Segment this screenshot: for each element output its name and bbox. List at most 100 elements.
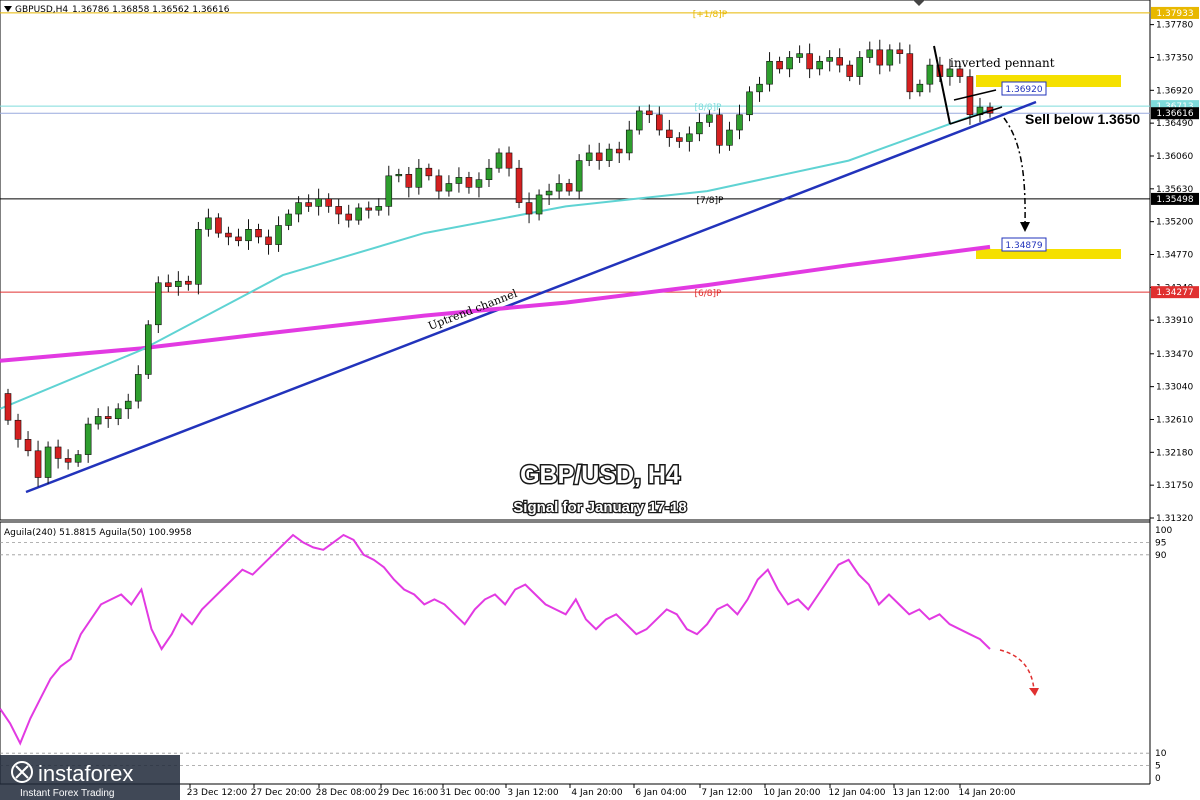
candle-body <box>696 122 703 135</box>
candle-body <box>635 110 643 131</box>
candle-body <box>435 175 443 192</box>
oscillator-tick-label: 10 <box>1155 749 1167 759</box>
candle-body <box>676 137 683 142</box>
time-tick-label: 12 Jan 04:00 <box>829 788 886 798</box>
candle-body <box>806 53 813 70</box>
candle-body <box>666 129 673 138</box>
candle-body <box>415 167 423 188</box>
watermark-brand: instaforex <box>38 761 133 786</box>
candle-body <box>916 83 924 93</box>
candle-body <box>255 229 262 238</box>
candle-body <box>335 206 342 215</box>
candle-body <box>535 194 543 215</box>
level-price-tag-plus1 <box>1151 6 1199 19</box>
upper-target-box <box>976 75 1121 87</box>
overlay-subtitle: Signal for January 17-18 <box>513 499 686 516</box>
candle-body <box>515 167 523 203</box>
candle-body <box>646 110 653 116</box>
oscillator-tick-label: 5 <box>1155 762 1161 772</box>
candle-body <box>485 167 493 180</box>
candle-body <box>555 183 563 192</box>
price-tick-label: 1.31750 <box>1156 481 1193 491</box>
candle-body <box>736 114 743 131</box>
candle-body <box>215 217 222 234</box>
level-label-six: [6/8]P <box>695 289 723 299</box>
pennant-upper-line <box>953 89 997 101</box>
time-tick-label: 27 Dec 20:00 <box>251 788 312 798</box>
candle-body <box>245 229 252 242</box>
candle-body <box>14 419 22 440</box>
price-tick-label: 1.35200 <box>1156 218 1193 228</box>
candle-body <box>455 177 463 184</box>
candle-body <box>225 232 232 238</box>
candle-body <box>926 64 934 85</box>
candle-body <box>315 198 322 207</box>
candle-body <box>395 174 403 177</box>
price-tick-label: 1.32610 <box>1156 415 1193 425</box>
candle-body <box>4 393 12 421</box>
candle-body <box>265 236 272 245</box>
candle-body <box>906 53 914 93</box>
price-tick-label: 1.32180 <box>1156 448 1193 458</box>
candle-body <box>565 183 573 192</box>
time-tick-label: 6 Jan 04:00 <box>635 788 687 798</box>
oscillator-tick-label: 95 <box>1155 538 1166 548</box>
candle-body <box>726 129 733 146</box>
moving-averages <box>0 108 991 410</box>
time-tick-label: 14 Jan 20:00 <box>959 788 1016 798</box>
ohlc-values: 1.36786 1.36858 1.36562 1.36616 <box>72 5 230 15</box>
oscillator-down-arrow <box>999 649 1035 691</box>
murrey-levels: [+1/8]P 1.37933 [8/8]P 1.36713 [7/8]P 1.35498… <box>0 6 1199 299</box>
candle-body <box>766 60 773 85</box>
candle-body <box>776 60 783 70</box>
candle-body <box>465 177 473 188</box>
oscillator-line <box>0 533 991 746</box>
uptrend-line <box>25 100 1037 494</box>
symbol-dropdown-icon[interactable] <box>4 6 12 12</box>
candle-body <box>235 236 242 242</box>
candle-body <box>746 91 753 116</box>
pennant-pole <box>933 45 951 125</box>
candle-body <box>54 446 62 459</box>
candle-body <box>425 167 433 177</box>
candle-body <box>365 207 373 211</box>
price-tick-label: 1.36490 <box>1156 119 1193 129</box>
oscillator-tick-label: 100 <box>1155 526 1172 536</box>
candle-body <box>74 454 82 463</box>
price-tick-label: 1.34770 <box>1156 251 1193 261</box>
symbol-timeframe: GBPUSD,H4 <box>15 5 68 15</box>
candle-body <box>495 152 503 169</box>
candle-body <box>796 53 803 58</box>
candle-body <box>134 374 142 402</box>
candle-body <box>545 190 553 196</box>
projection-arrowhead <box>1020 222 1030 232</box>
candle-body <box>155 282 162 326</box>
oscillator-tick-label: 90 <box>1155 551 1167 561</box>
ma-fast-line <box>0 108 991 410</box>
time-tick-label: 31 Dec 00:00 <box>440 788 501 798</box>
candle-body <box>605 148 613 161</box>
projection-arrow <box>1003 117 1026 225</box>
oscillator <box>0 533 1150 766</box>
candle-body <box>816 60 823 70</box>
candle-body <box>836 57 843 66</box>
price-tick-label: 1.37350 <box>1156 53 1193 63</box>
price-tick-label: 1.33470 <box>1156 350 1193 360</box>
time-axis: 23 Dec 12:00 27 Dec 20:00 28 Dec 08:00 29 D… <box>0 783 1150 798</box>
svg-text:1.34879: 1.34879 <box>1005 241 1042 251</box>
chart-shift-icon[interactable] <box>913 0 925 6</box>
candle-body <box>706 114 713 123</box>
price-tick-label: 1.36060 <box>1156 152 1193 162</box>
candle-body <box>175 280 182 287</box>
level-label-eight: [8/8]P <box>695 103 723 113</box>
candle-body <box>385 175 393 207</box>
candle-body <box>896 49 904 54</box>
candle-body <box>84 423 92 455</box>
level-price-tag-six <box>1151 286 1199 299</box>
candle-body <box>826 57 833 62</box>
candle-body <box>405 174 413 188</box>
candle-body <box>64 458 72 463</box>
candle-body <box>285 213 292 226</box>
